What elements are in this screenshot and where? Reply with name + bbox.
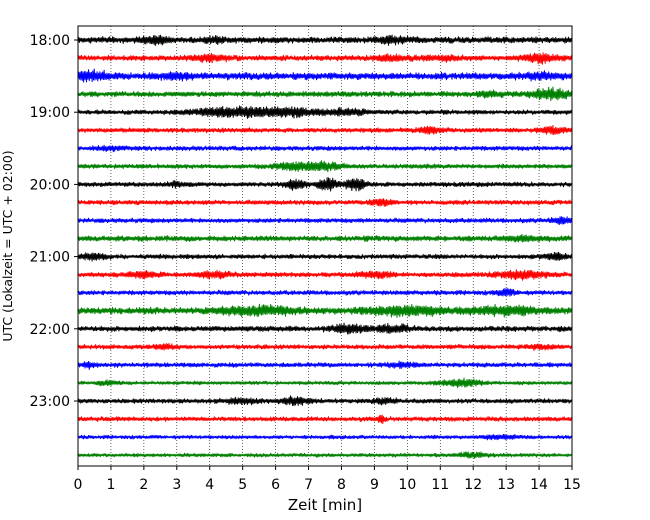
trace-21:30 <box>77 287 573 297</box>
trace-18:00 <box>77 34 573 46</box>
trace-18:45 <box>77 86 573 102</box>
y-axis-label: UTC (Lokalzeit = UTC + 02:00) <box>0 150 15 341</box>
y-tick-label: 21:00 <box>30 250 70 266</box>
y-tick-label: 20:00 <box>30 177 70 193</box>
trace-20:45 <box>77 233 573 243</box>
x-tick-label: 4 <box>205 477 214 493</box>
x-tick-label: 0 <box>74 477 83 493</box>
trace-23:30 <box>77 433 573 441</box>
x-tick-label: 14 <box>530 477 548 493</box>
trace-22:00 <box>77 322 573 335</box>
x-tick-label: 12 <box>464 477 482 493</box>
x-tick-label: 1 <box>106 477 115 493</box>
x-tick-label: 13 <box>497 477 515 493</box>
trace-21:15 <box>77 269 573 281</box>
trace-19:30 <box>77 144 573 153</box>
trace-19:00 <box>77 105 573 119</box>
trace-21:00 <box>77 251 573 262</box>
trace-20:30 <box>77 216 573 226</box>
trace-19:15 <box>77 124 573 136</box>
trace-22:15 <box>77 342 573 351</box>
trace-group <box>77 34 573 459</box>
x-axis-ticks: 0 1 2 3 4 5 6 7 8 9 10 11 12 13 14 15 <box>74 466 581 493</box>
x-tick-label: 9 <box>370 477 379 493</box>
x-tick-label: 2 <box>139 477 148 493</box>
trace-23:45 <box>77 451 573 459</box>
x-tick-label: 3 <box>172 477 181 493</box>
y-tick-label: 18:00 <box>30 33 70 49</box>
y-tick-label: 23:00 <box>30 394 70 410</box>
vertical-grid <box>110 26 540 466</box>
y-axis-ticks: 18:00 19:00 20:00 21:00 22:00 23:00 <box>30 33 78 410</box>
trace-22:45 <box>77 377 573 389</box>
trace-20:00 <box>77 177 573 192</box>
trace-19:45 <box>77 160 573 173</box>
x-axis-label: Zeit [min] <box>288 496 362 514</box>
x-tick-label: 10 <box>398 477 416 493</box>
x-tick-label: 6 <box>271 477 280 493</box>
trace-23:00 <box>77 395 573 407</box>
plot-frame <box>77 25 573 467</box>
y-tick-label: 22:00 <box>30 322 70 338</box>
x-tick-label: 5 <box>238 477 247 493</box>
x-tick-label: 8 <box>337 477 346 493</box>
trace-20:15 <box>77 198 573 207</box>
trace-23:15 <box>77 414 573 424</box>
trace-21:45 <box>77 303 573 318</box>
x-tick-label: 15 <box>563 477 581 493</box>
y-tick-label: 19:00 <box>30 105 70 121</box>
x-tick-label: 7 <box>304 477 313 493</box>
trace-22:30 <box>77 360 573 370</box>
trace-18:15 <box>77 52 573 65</box>
trace-18:30 <box>77 68 573 83</box>
x-tick-label: 11 <box>431 477 449 493</box>
